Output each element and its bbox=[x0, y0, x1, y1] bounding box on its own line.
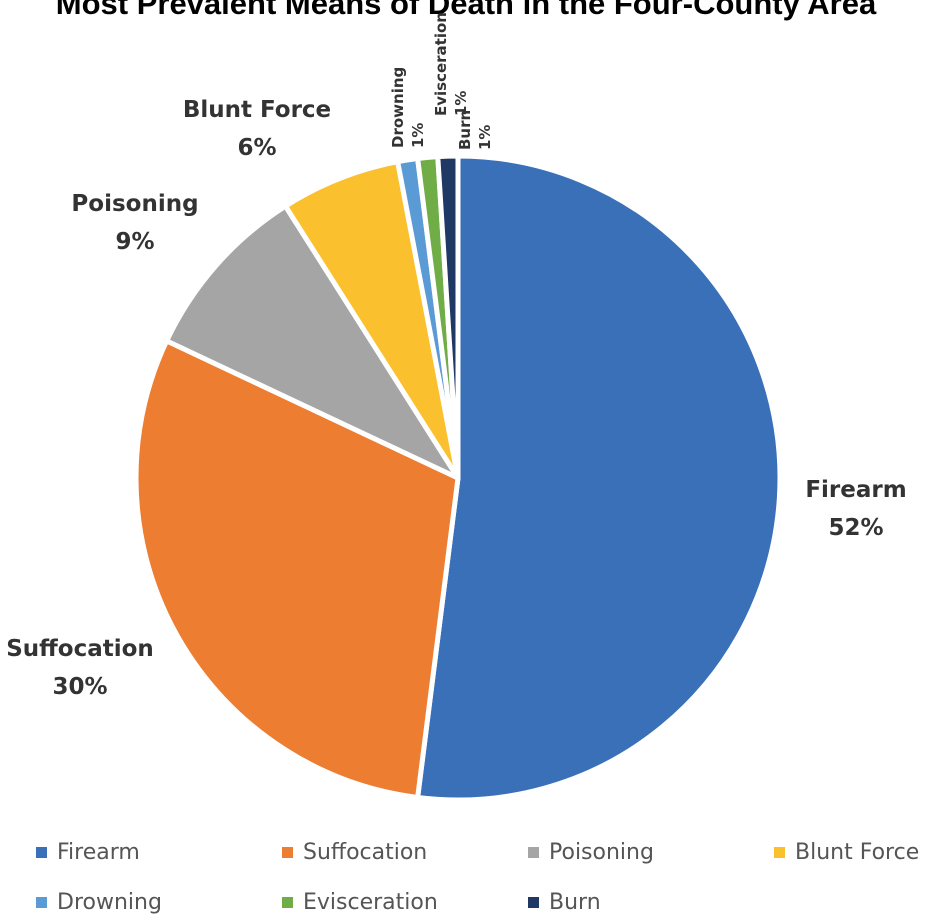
slice-label-blunt-force: Blunt Force bbox=[183, 97, 331, 123]
pie-slice-suffocation bbox=[133, 338, 461, 800]
slice-label-drowning: Drowning bbox=[389, 67, 407, 148]
slice-label-evisceration: Evisceration bbox=[432, 12, 450, 116]
legend-label-evisceration: Evisceration bbox=[303, 890, 438, 915]
legend-label-blunt-force: Blunt Force bbox=[795, 840, 920, 865]
legend-item-blunt-force: Blunt Force bbox=[774, 840, 919, 865]
slice-value-blunt-force: 6% bbox=[237, 135, 276, 161]
slice-label-suffocation: Suffocation bbox=[6, 636, 154, 662]
slice-value-evisceration: 1% bbox=[452, 91, 470, 116]
legend-label-suffocation: Suffocation bbox=[303, 840, 428, 865]
legend-swatch-blunt-force bbox=[774, 847, 785, 858]
chart-title: Most Prevalent Means of Death in the Fou… bbox=[55, 0, 877, 21]
legend-label-drowning: Drowning bbox=[57, 890, 162, 915]
legend-item-poisoning: Poisoning bbox=[528, 840, 654, 865]
legend-swatch-drowning bbox=[36, 897, 47, 908]
slice-value-burn: 1% bbox=[476, 125, 494, 150]
pie-slice-burn bbox=[435, 153, 461, 481]
pie-slices bbox=[133, 153, 783, 803]
legend-swatch-poisoning bbox=[528, 847, 539, 858]
legend-swatch-evisceration bbox=[282, 897, 293, 908]
slice-value-drowning: 1% bbox=[409, 123, 427, 148]
legend-label-poisoning: Poisoning bbox=[549, 840, 654, 865]
slice-value-suffocation: 30% bbox=[52, 674, 107, 700]
legend-item-suffocation: Suffocation bbox=[282, 840, 427, 865]
legend-swatch-burn bbox=[528, 897, 539, 908]
legend-label-burn: Burn bbox=[549, 890, 601, 915]
slice-value-firearm: 52% bbox=[828, 515, 883, 541]
slice-value-poisoning: 9% bbox=[115, 229, 154, 255]
slice-labels: Firearm 52% Suffocation 30% Poisoning 9% Blunt… bbox=[6, 12, 906, 700]
slice-label-firearm: Firearm bbox=[805, 477, 906, 503]
legend-item-burn: Burn bbox=[528, 890, 601, 915]
legend-item-drowning: Drowning bbox=[36, 890, 162, 915]
slice-label-poisoning: Poisoning bbox=[71, 191, 198, 217]
pie-slice-poisoning bbox=[164, 203, 461, 481]
legend-item-firearm: Firearm bbox=[36, 840, 140, 865]
legend-item-evisceration: Evisceration bbox=[282, 890, 438, 915]
legend-label-firearm: Firearm bbox=[57, 840, 140, 865]
slice-label-burn: Burn bbox=[456, 110, 474, 150]
pie-slice-firearm bbox=[415, 153, 783, 803]
legend-swatch-suffocation bbox=[282, 847, 293, 858]
legend-swatch-firearm bbox=[36, 847, 47, 858]
